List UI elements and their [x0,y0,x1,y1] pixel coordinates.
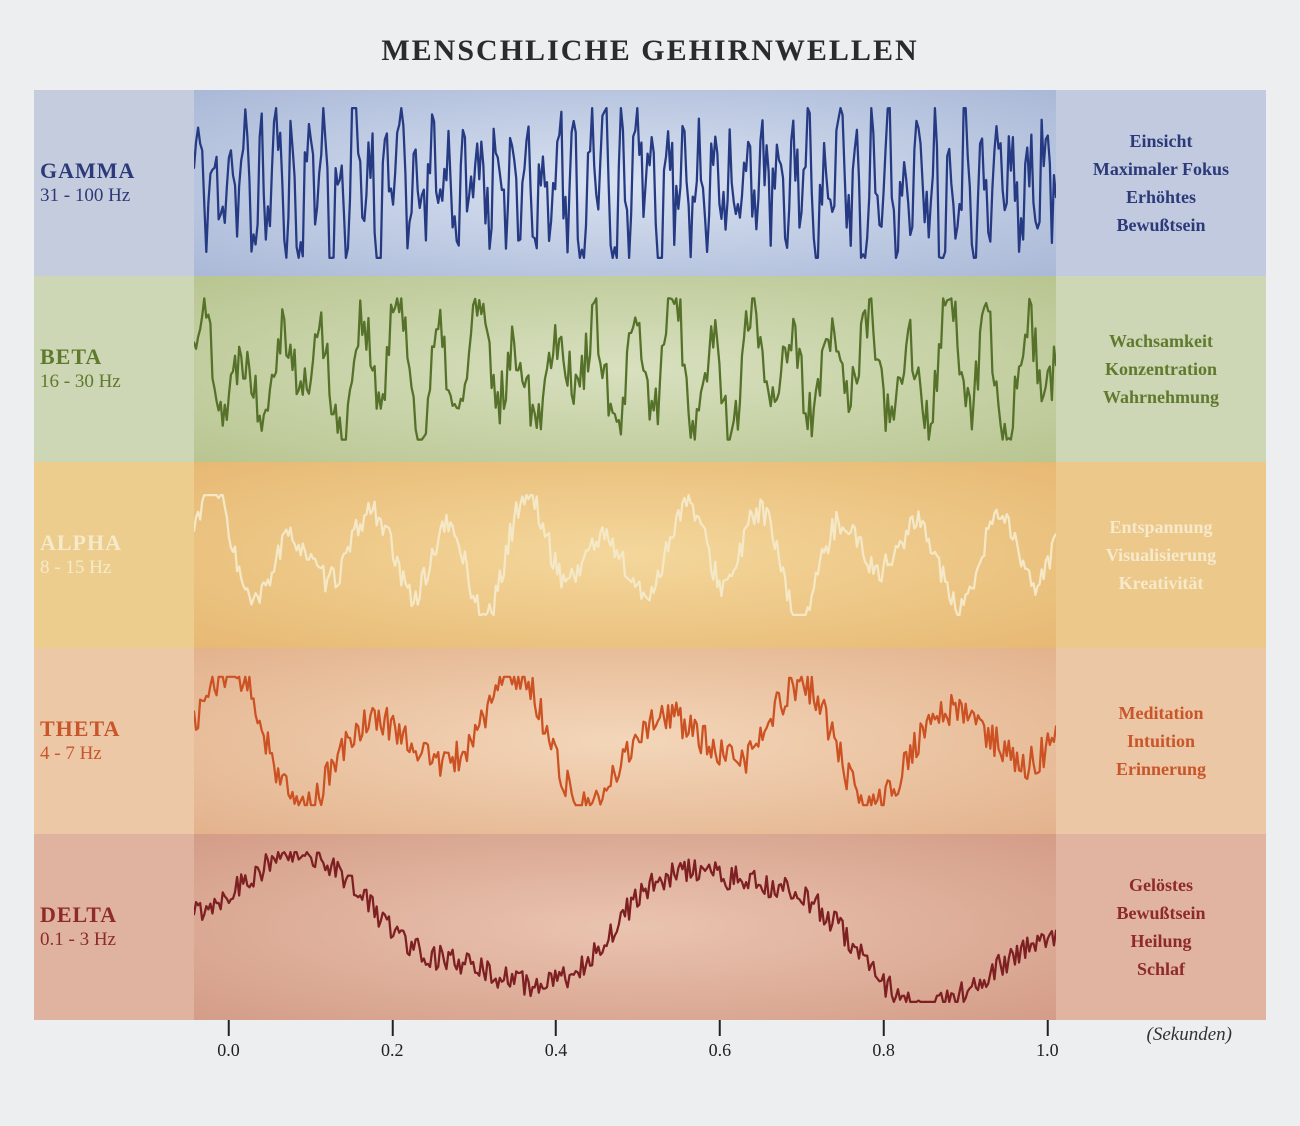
axis-tick-mark [883,1020,885,1036]
wave-range: 0.1 - 3 Hz [40,928,194,953]
axis-tick-label: 1.0 [1036,1040,1059,1061]
wave-rows: GAMMA31 - 100 HzEinsichtMaximaler FokusE… [34,90,1266,1020]
wave-desc-line: Konzentration [1105,356,1217,383]
wave-row-alpha: ALPHA8 - 15 Hz EntspannungVisualisierungK… [34,462,1266,648]
wave-name: ALPHA [40,529,194,557]
wave-desc-line: Bewußtsein [1116,212,1205,239]
axis-tick: 0.0 [217,1020,240,1061]
wave-chart-gamma [194,90,1056,276]
axis-tick-label: 0.6 [709,1040,732,1061]
diagram-title: MENSCHLICHE GEHIRNWELLEN [34,34,1266,68]
wave-range: 4 - 7 Hz [40,742,194,767]
wave-range: 8 - 15 Hz [40,556,194,581]
wave-desc-theta: MeditationIntuitionErinnerung [1056,648,1266,834]
wave-chart-theta [194,648,1056,834]
axis-tick: 0.2 [381,1020,404,1061]
wave-desc-line: Maximaler Fokus [1093,156,1229,183]
axis-tick-label: 0.2 [381,1040,404,1061]
wave-desc-line: Gelöstes [1129,872,1193,899]
axis-tick-mark [391,1020,393,1036]
wave-range: 16 - 30 Hz [40,370,194,395]
wave-desc-line: Intuition [1127,728,1195,755]
wave-desc-line: Wachsamkeit [1109,328,1213,355]
wave-desc-gamma: EinsichtMaximaler FokusErhöhtesBewußtsei… [1056,90,1266,276]
wave-label-delta: DELTA0.1 - 3 Hz [34,834,194,1020]
wave-desc-line: Kreativität [1119,570,1204,597]
wave-desc-line: Entspannung [1109,514,1212,541]
x-axis: 0.0 0.2 0.4 0.6 0.8 1.0 [194,1020,1056,1076]
wave-chart-alpha [194,462,1056,648]
wave-row-delta: DELTA0.1 - 3 Hz GelöstesBewußtseinHeilung… [34,834,1266,1020]
axis-tick: 0.8 [872,1020,895,1061]
axis-tick-mark [719,1020,721,1036]
wave-name: BETA [40,343,194,371]
wave-row-theta: THETA4 - 7 Hz MeditationIntuitionErinneru… [34,648,1266,834]
wave-label-theta: THETA4 - 7 Hz [34,648,194,834]
axis-tick-label: 0.8 [872,1040,895,1061]
wave-desc-delta: GelöstesBewußtseinHeilungSchlaf [1056,834,1266,1020]
wave-desc-line: Einsicht [1129,128,1192,155]
axis-tick: 1.0 [1036,1020,1059,1061]
wave-desc-line: Bewußtsein [1116,900,1205,927]
wave-desc-beta: WachsamkeitKonzentrationWahrnehmung [1056,276,1266,462]
wave-label-gamma: GAMMA31 - 100 Hz [34,90,194,276]
brainwave-diagram: MENSCHLICHE GEHIRNWELLEN GAMMA31 - 100 H… [0,0,1300,1126]
wave-desc-line: Wahrnehmung [1103,384,1219,411]
wave-desc-line: Visualisierung [1106,542,1216,569]
wave-desc-line: Erinnerung [1116,756,1206,783]
wave-desc-line: Meditation [1119,700,1204,727]
axis-tick: 0.6 [709,1020,732,1061]
wave-label-alpha: ALPHA8 - 15 Hz [34,462,194,648]
wave-chart-delta [194,834,1056,1020]
axis-tick-mark [1046,1020,1048,1036]
wave-desc-alpha: EntspannungVisualisierungKreativität [1056,462,1266,648]
axis-tick-label: 0.4 [545,1040,568,1061]
x-axis-label: (Sekunden) [1147,1024,1232,1046]
wave-range: 31 - 100 Hz [40,184,194,209]
wave-name: DELTA [40,901,194,929]
wave-row-gamma: GAMMA31 - 100 Hz EinsichtMaximaler FokusE… [34,90,1266,276]
wave-desc-line: Erhöhtes [1126,184,1196,211]
axis-tick: 0.4 [545,1020,568,1061]
wave-name: GAMMA [40,157,194,185]
axis-tick-mark [555,1020,557,1036]
wave-row-beta: BETA16 - 30 Hz WachsamkeitKonzentrationWa… [34,276,1266,462]
axis-tick-label: 0.0 [217,1040,240,1061]
wave-desc-line: Schlaf [1137,956,1185,983]
wave-label-beta: BETA16 - 30 Hz [34,276,194,462]
axis-tick-mark [227,1020,229,1036]
wave-chart-beta [194,276,1056,462]
wave-name: THETA [40,715,194,743]
wave-desc-line: Heilung [1130,928,1191,955]
